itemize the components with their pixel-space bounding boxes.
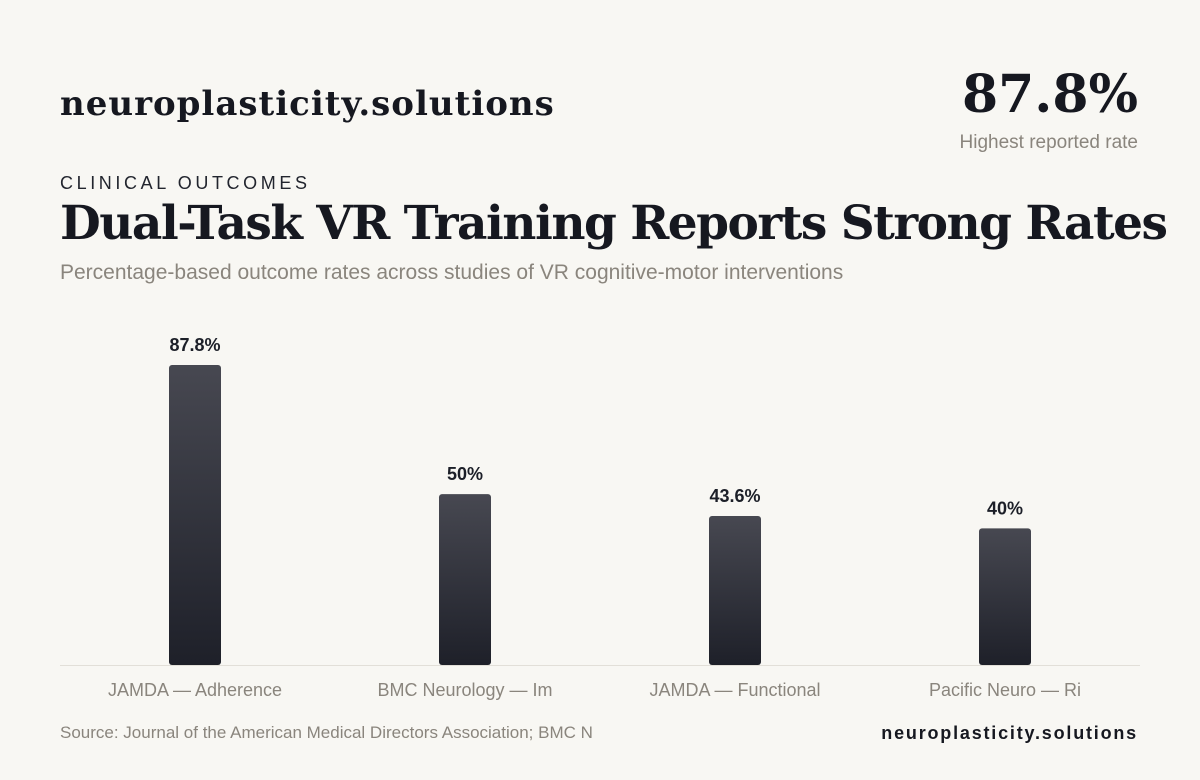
chart-subtitle: Percentage-based outcome rates across st…	[60, 261, 844, 284]
highlight-stat-value: 87.8%	[961, 64, 1138, 125]
chart-title: Dual-Task VR Training Reports Strong Rat…	[60, 196, 1168, 251]
brand-logo-text: neuroplasticity.solutions	[60, 84, 555, 124]
footer-brand: neuroplasticity.solutions	[881, 723, 1138, 743]
bar-value-label: 40%	[987, 498, 1023, 518]
category-label: Pacific Neuro — Ri	[929, 680, 1081, 700]
bar-chart: 87.8% 50% 43.6% 40% JAMDA — Adherence BMC Ne…	[60, 335, 1140, 700]
bar-value-label: 43.6%	[709, 486, 760, 506]
category-label: JAMDA — Adherence	[108, 680, 282, 700]
bar-4	[979, 528, 1031, 665]
bar-3	[709, 516, 761, 665]
highlight-stat-label: Highest reported rate	[959, 132, 1139, 153]
bar-value-label: 50%	[447, 464, 483, 484]
section-eyebrow: CLINICAL OUTCOMES	[60, 173, 311, 193]
bar-value-label: 87.8%	[169, 335, 220, 355]
category-label: BMC Neurology — Im	[377, 680, 552, 700]
source-note: Source: Journal of the American Medical …	[60, 723, 593, 742]
category-label: JAMDA — Functional	[649, 680, 820, 700]
bar-2	[439, 494, 491, 665]
bar-1	[169, 365, 221, 665]
